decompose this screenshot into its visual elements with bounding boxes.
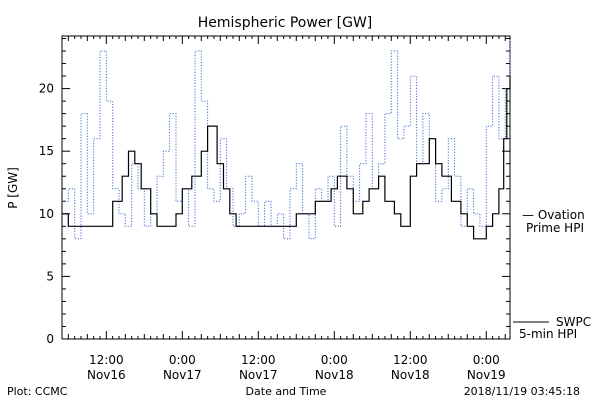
footer-plot-credit: Plot: CCMC (7, 385, 68, 398)
series-layer (62, 38, 511, 240)
legend: — Ovation Prime HPI SWPC 5-min HPI (513, 208, 591, 341)
x-tick-time-label: 12:00 (393, 353, 428, 367)
chart-title: Hemispheric Power [GW] (198, 15, 373, 31)
y-tick-label: 5 (46, 269, 54, 283)
x-tick-date-label: Nov19 (467, 368, 506, 382)
y-tick-label: 15 (39, 144, 54, 158)
x-tick-date-label: Nov17 (239, 368, 278, 382)
x-tick-date-label: Nov17 (163, 368, 202, 382)
y-axis-label: P [GW] (6, 167, 20, 209)
legend-swpc-line-label: SWPC (556, 315, 591, 329)
footer-timestamp: 2018/11/19 03:45:18 (464, 385, 580, 398)
legend-ovation-label: Prime HPI (526, 221, 584, 235)
x-tick-date-label: Nov18 (315, 368, 354, 382)
x-tick-time-label: 12:00 (89, 353, 124, 367)
x-tick-time-label: 0:00 (169, 353, 196, 367)
y-axis: 0 5 10 15 20 (39, 38, 510, 346)
plot-frame (61, 35, 511, 340)
x-tick-date-label: Nov16 (87, 368, 126, 382)
legend-ovation-line-label: — Ovation (522, 208, 585, 222)
x-axis-label: Date and Time (246, 385, 327, 398)
x-tick-time-label: 0:00 (321, 353, 348, 367)
y-tick-label: 20 (39, 82, 54, 96)
x-tick-time-label: 0:00 (473, 353, 500, 367)
series-ovation-prime-hpi-line (62, 38, 511, 240)
x-tick-date-label: Nov18 (391, 368, 430, 382)
series-swpc-hpi-line (62, 76, 511, 240)
x-tick-time-label: 12:00 (241, 353, 276, 367)
y-tick-label: 0 (46, 332, 54, 346)
legend-swpc-label: 5-min HPI (519, 327, 577, 341)
x-axis: 12:00Nov160:00Nov1712:00Nov170:00Nov1812… (61, 36, 506, 382)
y-tick-label: 10 (39, 207, 54, 221)
